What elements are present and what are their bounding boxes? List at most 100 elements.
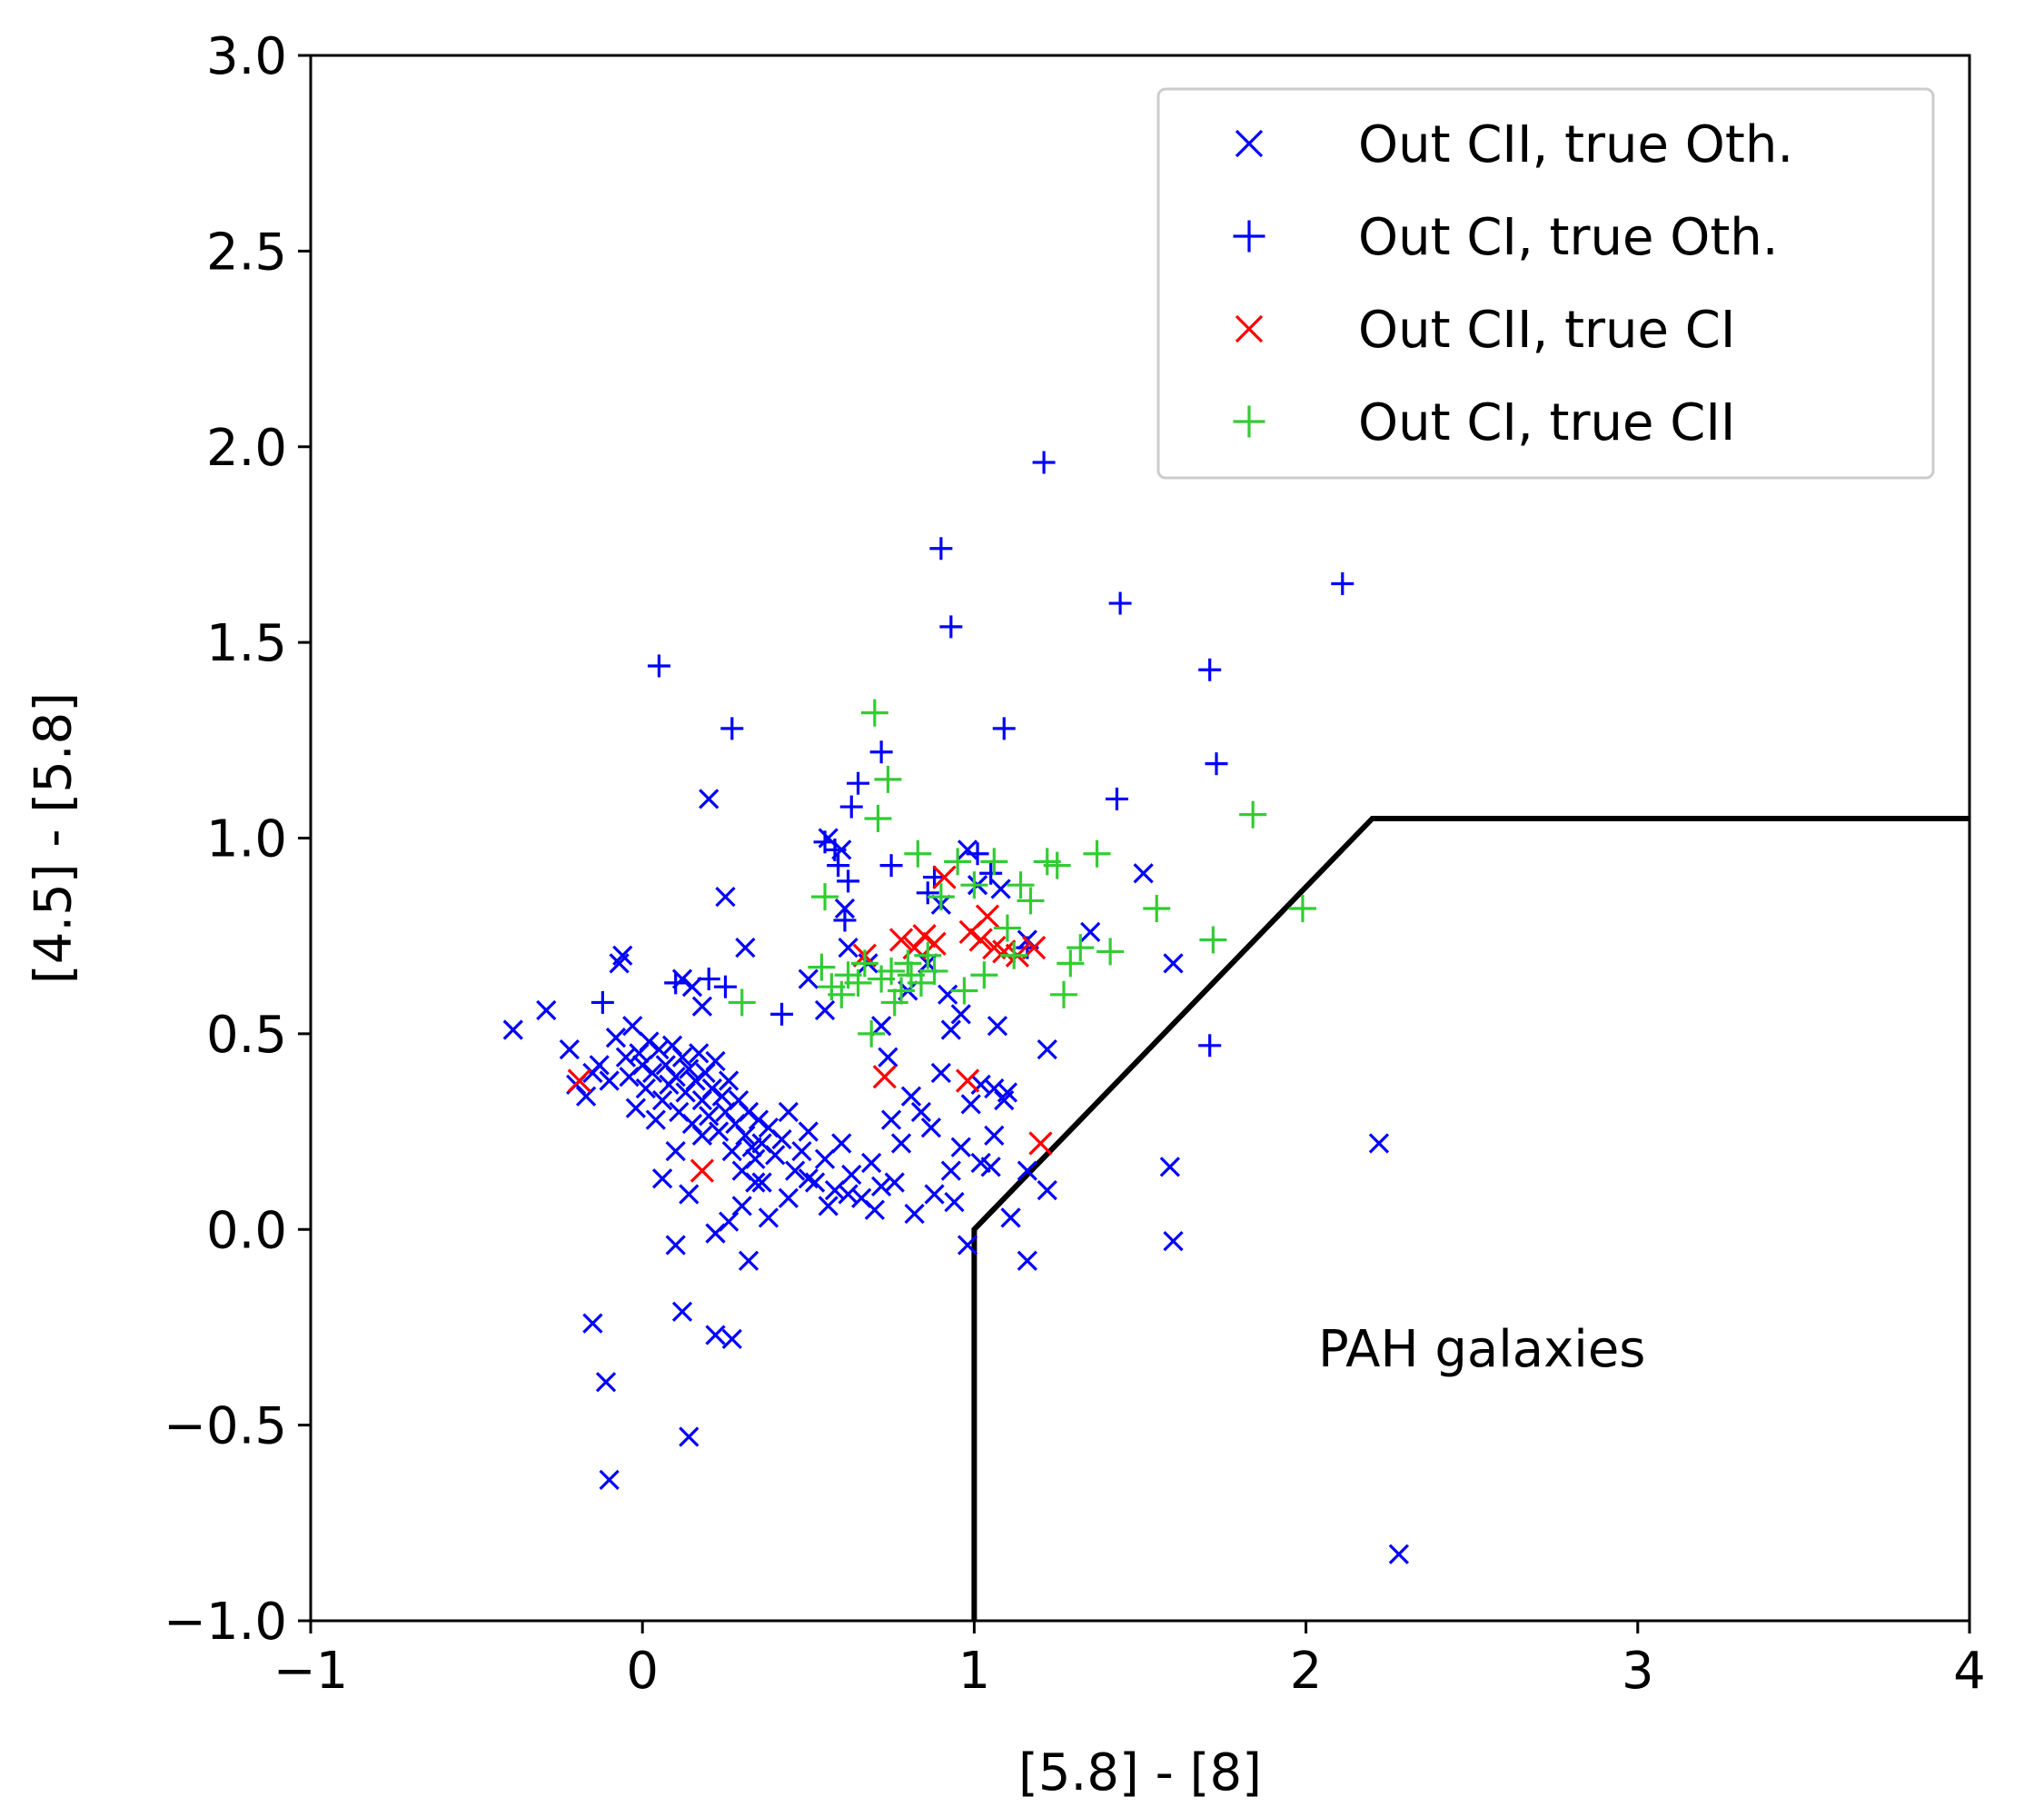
data-point	[622, 1016, 643, 1037]
data-point	[968, 928, 993, 952]
data-point	[871, 1176, 892, 1196]
data-point	[599, 1070, 620, 1091]
data-point	[691, 1125, 713, 1147]
legend-marker	[1235, 129, 1264, 158]
data-point	[924, 1184, 945, 1205]
y-tick-label: −1.0	[164, 1593, 287, 1652]
data-point	[778, 1101, 799, 1123]
x-tick-label: 3	[1622, 1642, 1654, 1701]
data-point	[1108, 591, 1132, 615]
pah-boundary-line	[971, 815, 1970, 1621]
data-point	[689, 1043, 709, 1064]
data-point	[1288, 895, 1316, 923]
data-point	[872, 1065, 897, 1089]
data-point	[639, 1031, 660, 1052]
data-point	[940, 1160, 961, 1181]
data-point	[975, 904, 1000, 928]
data-point	[612, 945, 633, 966]
data-point	[705, 1325, 726, 1345]
y-tick-label: 2.0	[206, 419, 287, 478]
data-point	[1105, 787, 1128, 810]
data-point	[502, 1019, 523, 1040]
data-point	[841, 1164, 862, 1186]
data-point	[927, 883, 955, 911]
data-point	[1017, 1160, 1037, 1181]
data-point	[923, 866, 947, 889]
data-point	[900, 1086, 922, 1107]
data-point	[880, 988, 908, 1017]
data-point	[679, 1058, 700, 1079]
data-point	[837, 869, 860, 893]
legend-label: Out CI, true CII	[1358, 393, 1735, 452]
data-point	[1050, 980, 1078, 1008]
data-point	[699, 789, 719, 809]
legend-label: Out CII, true CI	[1358, 301, 1735, 360]
data-point	[575, 1086, 597, 1107]
data-point	[930, 1062, 952, 1084]
data-point	[1057, 949, 1085, 978]
data-point	[844, 968, 872, 997]
data-point	[770, 1002, 794, 1026]
data-point	[599, 1469, 620, 1491]
data-point	[720, 717, 744, 740]
data-point	[559, 1038, 580, 1060]
legend-entry-out-cii-true-ci: Out CII, true CI	[1235, 301, 1735, 360]
data-point	[944, 1191, 965, 1213]
data-point	[970, 1074, 991, 1096]
data-point	[904, 839, 932, 868]
data-point	[697, 968, 720, 991]
data-point	[536, 999, 557, 1021]
data-point	[957, 1235, 978, 1256]
data-point	[632, 1055, 653, 1076]
data-point	[690, 1158, 715, 1183]
data-point	[758, 1207, 779, 1228]
data-point	[1368, 1133, 1390, 1154]
data-point	[914, 941, 942, 969]
data-point	[745, 1172, 766, 1193]
y-tick-label: 0.5	[206, 1006, 287, 1065]
data-point	[970, 961, 998, 989]
data-point	[814, 1148, 836, 1169]
data-point	[1199, 926, 1227, 954]
data-point	[1163, 953, 1184, 974]
data-point	[834, 898, 856, 919]
data-point	[1239, 800, 1267, 829]
data-point	[838, 1184, 858, 1205]
data-point	[916, 881, 939, 905]
data-point	[1198, 658, 1222, 681]
data-point	[1032, 451, 1056, 474]
legend: Out CII, true Oth. Out CI, true Oth. Out C…	[1156, 87, 1935, 480]
data-point	[705, 1050, 726, 1072]
data-point	[1028, 1131, 1053, 1156]
data-point	[831, 1133, 852, 1154]
data-point	[679, 1184, 700, 1205]
data-point	[590, 990, 614, 1014]
data-point	[679, 1426, 700, 1447]
data-point	[647, 654, 670, 678]
data-point	[984, 1125, 1005, 1147]
data-point	[907, 968, 935, 997]
data-point	[735, 1125, 756, 1147]
data-point	[929, 537, 953, 561]
data-point	[1143, 895, 1171, 923]
data-point	[582, 1313, 603, 1334]
data-point	[1163, 1231, 1184, 1252]
series-out-ci-true-cii	[728, 699, 1316, 1048]
data-point	[745, 1148, 766, 1169]
data-point	[847, 771, 870, 795]
data-point	[1043, 851, 1071, 879]
legend-entry-out-ci-true-oth: Out CI, true Oth.	[1233, 208, 1779, 267]
data-point	[871, 1016, 892, 1037]
data-point	[987, 1016, 1008, 1037]
data-point	[861, 1152, 882, 1174]
data-point	[858, 1019, 886, 1048]
data-point	[950, 1137, 971, 1157]
data-point	[1198, 1034, 1222, 1057]
data-point	[691, 996, 713, 1017]
data-point	[738, 1250, 759, 1271]
data-point	[932, 865, 957, 889]
data-point	[642, 1062, 663, 1084]
data-point	[785, 1160, 806, 1181]
data-point	[721, 1328, 742, 1349]
data-point	[880, 1109, 902, 1130]
